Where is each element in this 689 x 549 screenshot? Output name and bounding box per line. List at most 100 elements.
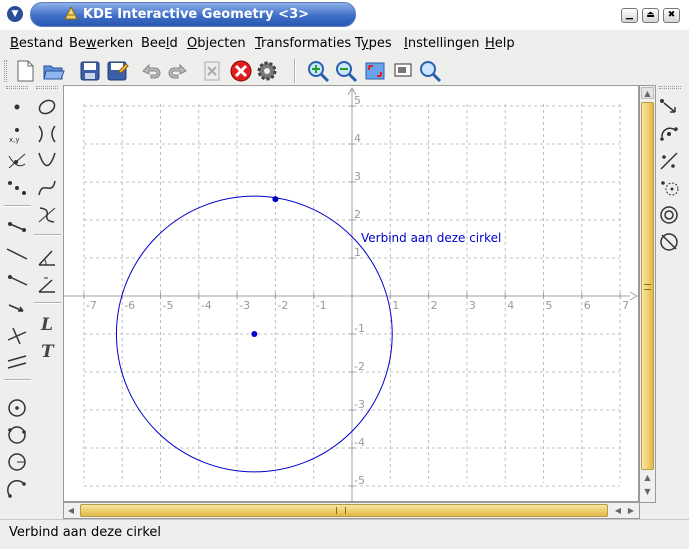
title-bar[interactable]: ▼ KDE Interactive Geometry <3> ▁ ⏏ ✖ — [0, 0, 689, 30]
redo-icon[interactable] — [166, 59, 190, 83]
circle-by-center-radius-icon[interactable] — [6, 451, 28, 473]
angle-icon[interactable] — [36, 247, 58, 269]
x-tick-label: -2 — [277, 299, 288, 312]
save-as-icon[interactable] — [105, 59, 129, 83]
text-label-icon[interactable]: L — [36, 312, 58, 334]
geometry-drawing[interactable]: -7 -6 -5 -4 -3 -2 -1 1 2 3 4 5 6 7 5 4 3 2 1 -1 -2 -3 -4 -5 Ver… — [64, 86, 638, 501]
right-toolbar-transformations — [657, 86, 684, 266]
fit-page-icon[interactable] — [392, 59, 416, 83]
maximize-button[interactable]: ⏏ — [642, 8, 659, 23]
toolbar-grip[interactable] — [659, 86, 681, 89]
scroll-down-arrow-icon[interactable]: ▼ — [644, 487, 651, 496]
circle-center-point[interactable] — [251, 331, 258, 337]
horizontal-scroll-thumb[interactable] — [80, 504, 608, 517]
left-toolbar-points-lines: x,y — [4, 86, 31, 506]
circle-by-three-points-icon[interactable] — [6, 424, 28, 446]
projective-icon[interactable] — [658, 231, 680, 253]
title-pill[interactable]: KDE Interactive Geometry <3> — [30, 2, 356, 27]
toolbar-grip[interactable] — [36, 86, 58, 89]
menu-transformaties[interactable]: Transformaties — [255, 36, 352, 51]
locus-icon[interactable] — [36, 204, 58, 226]
zoom-fit-icon[interactable] — [418, 59, 442, 83]
perpendicular-icon[interactable] — [6, 324, 28, 346]
zoom-in-icon[interactable] — [306, 59, 330, 83]
point-by-coordinates-icon[interactable]: x,y — [6, 123, 28, 145]
line-icon[interactable] — [6, 243, 28, 265]
vertical-scrollbar[interactable]: ▲ ▲ ▼ — [639, 85, 656, 503]
horizontal-scrollbar[interactable]: ◀ ◀ ▶ — [63, 502, 640, 519]
point-on-circle[interactable] — [272, 196, 279, 203]
x-tick-label: -4 — [201, 299, 212, 312]
y-tick-label: 5 — [354, 94, 361, 107]
hyperbola-icon[interactable] — [36, 123, 58, 145]
svg-text:L: L — [40, 315, 53, 334]
delete-icon[interactable] — [200, 59, 224, 83]
circle[interactable] — [115, 195, 393, 473]
tick-labels: -7 -6 -5 -4 -3 -2 -1 1 2 3 4 5 6 7 5 4 3 2 1 -1 -2 -3 -4 -5 — [83, 94, 629, 487]
x-tick-label: -5 — [163, 299, 174, 312]
scroll-up-arrow-icon[interactable]: ▲ — [641, 87, 654, 99]
toolbar-separator — [294, 59, 296, 83]
vertical-scroll-thumb[interactable] — [641, 102, 654, 470]
reflection-icon[interactable] — [658, 150, 680, 172]
toolbar-grip[interactable] — [6, 86, 28, 89]
parabola-icon[interactable] — [36, 150, 58, 172]
geometry-canvas[interactable]: -7 -6 -5 -4 -3 -2 -1 1 2 3 4 5 6 7 5 4 3 2 1 -1 -2 -3 -4 -5 Ver… — [63, 85, 639, 502]
maximize-icon: ⏏ — [646, 10, 655, 20]
geometry-objects: Verbind aan deze cirkel — [115, 195, 501, 473]
circle-by-center-point-icon[interactable] — [6, 397, 28, 419]
menu-objecten[interactable]: Objecten — [187, 36, 246, 51]
translation-icon[interactable] — [658, 96, 680, 118]
scroll-right-arrow-icon[interactable]: ▶ — [627, 506, 635, 515]
cubic-icon[interactable] — [36, 177, 58, 199]
scroll-grip-icon — [336, 507, 346, 514]
scroll-left-arrow-icon[interactable]: ◀ — [614, 506, 622, 515]
cancel-construction-icon[interactable] — [229, 59, 253, 83]
menu-help[interactable]: Help — [485, 36, 515, 51]
homothety-icon[interactable] — [658, 177, 680, 199]
fullscreen-icon[interactable] — [363, 59, 387, 83]
parallel-icon[interactable] — [6, 351, 28, 373]
segment-icon[interactable] — [6, 216, 28, 238]
undo-icon[interactable] — [139, 59, 163, 83]
ray-icon[interactable] — [6, 270, 28, 292]
menu-instellingen[interactable]: Instellingen — [404, 36, 480, 51]
inversion-icon[interactable] — [658, 204, 680, 226]
close-icon: ✖ — [667, 10, 676, 20]
scroll-up-arrow-icon[interactable]: ▲ — [644, 473, 651, 482]
menu-beeld[interactable]: Beeld — [141, 36, 178, 51]
settings-gear-icon[interactable] — [255, 59, 279, 83]
measure-icon[interactable] — [36, 274, 58, 296]
save-icon[interactable] — [78, 59, 102, 83]
close-button[interactable]: ✖ — [663, 8, 680, 23]
scroll-left-arrow-icon[interactable]: ◀ — [67, 506, 75, 515]
y-axis-arrow — [347, 86, 357, 96]
conic-icon[interactable] — [36, 96, 58, 118]
y-tick-label: -2 — [354, 360, 365, 373]
point-icon[interactable] — [6, 96, 28, 118]
vector-icon[interactable] — [6, 297, 28, 319]
intersection-point-icon[interactable] — [6, 150, 28, 172]
x-tick-label: -6 — [124, 299, 135, 312]
menu-bewerken[interactable]: Bewerken — [69, 36, 134, 51]
menu-types[interactable]: Types — [355, 36, 392, 51]
menu-bestand[interactable]: Bestand — [10, 36, 64, 51]
toolbar-separator — [34, 302, 61, 304]
x-tick-label: -3 — [239, 299, 250, 312]
midpoint-icon[interactable] — [6, 177, 28, 199]
x-tick-label: 6 — [584, 299, 591, 312]
window-title: KDE Interactive Geometry <3> — [83, 7, 310, 22]
window-menu-button[interactable]: ▼ — [7, 6, 23, 22]
y-tick-label: -1 — [354, 322, 365, 335]
arc-icon[interactable] — [6, 478, 28, 500]
script-icon[interactable]: T — [36, 339, 58, 361]
x-tick-label: 5 — [546, 299, 553, 312]
svg-text:T: T — [41, 342, 55, 361]
toolbar-separator — [34, 234, 61, 236]
open-folder-icon[interactable] — [42, 59, 66, 83]
toolbar-grip[interactable] — [4, 60, 7, 82]
zoom-out-icon[interactable] — [334, 59, 358, 83]
minimize-button[interactable]: ▁ — [621, 8, 638, 23]
rotation-icon[interactable] — [658, 123, 680, 145]
new-document-icon[interactable] — [13, 59, 37, 83]
